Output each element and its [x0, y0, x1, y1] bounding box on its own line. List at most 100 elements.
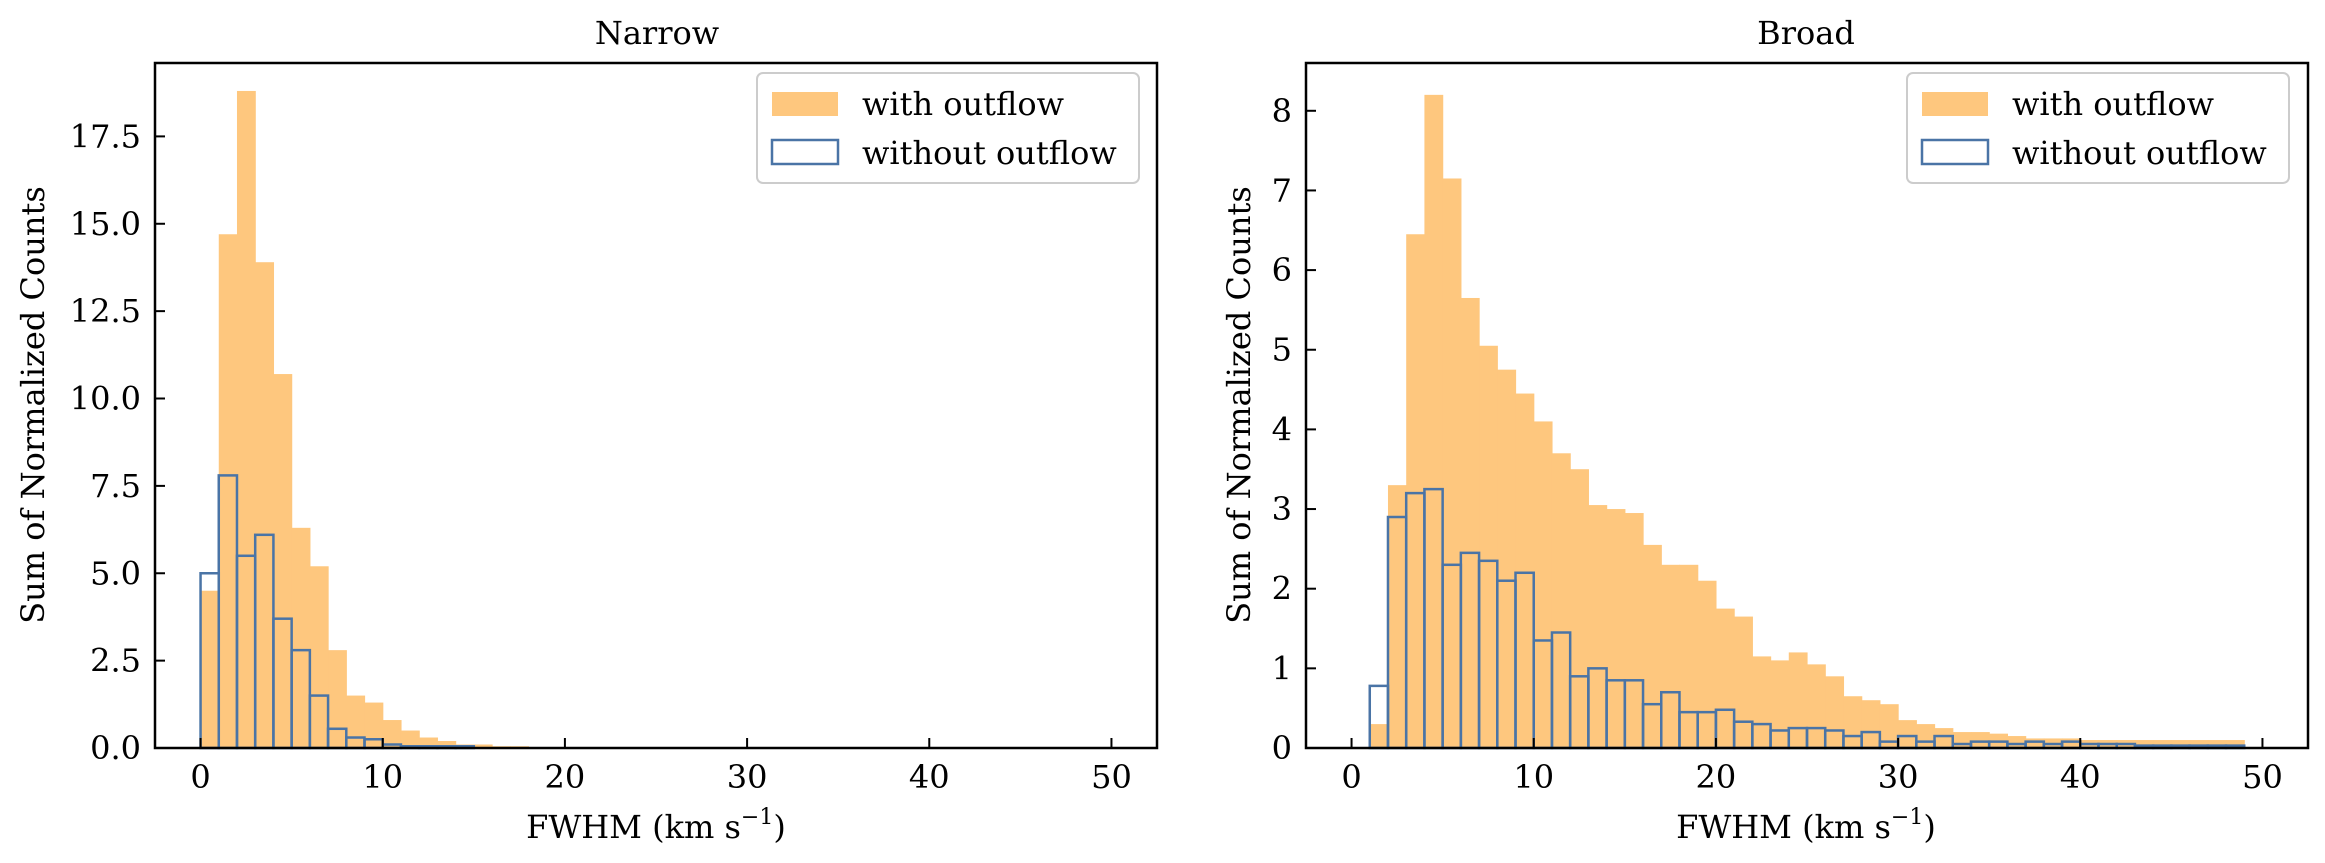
bar-with-outflow — [1843, 696, 1863, 748]
bar-with-outflow — [2134, 740, 2154, 748]
y-tick-label: 12.5 — [70, 292, 141, 330]
bar-with-outflow — [218, 234, 238, 748]
bar-with-outflow — [1606, 509, 1626, 748]
bar-with-outflow — [236, 90, 256, 748]
legend-label-without-outflow: without outflow — [2012, 134, 2267, 172]
y-tick-label: 15.0 — [70, 205, 141, 243]
x-axis-label: FWHM (km s−1) — [526, 805, 786, 846]
legend-label-with-outflow: with outflow — [862, 85, 1064, 123]
plot-frame — [153, 61, 1159, 750]
bar-with-outflow — [1387, 485, 1407, 748]
bar-with-outflow — [1788, 652, 1808, 748]
bar-with-outflow — [1643, 544, 1662, 748]
legend: with outflow without outflow — [756, 72, 1140, 184]
bar-with-outflow — [2207, 740, 2227, 748]
x-axis-label: FWHM (km s−1) — [1676, 805, 1936, 846]
x-tick-label: 30 — [1878, 758, 1919, 796]
legend-swatch-without-outflow — [1920, 138, 1990, 166]
x-tick-label: 10 — [1513, 758, 1554, 796]
bar-with-outflow — [1934, 728, 1954, 748]
y-tick-label: 4 — [1272, 410, 1292, 448]
legend-label-with-outflow: with outflow — [2012, 85, 2214, 123]
bar-with-outflow — [1479, 345, 1498, 748]
bar-with-outflow — [1825, 676, 1845, 748]
bar-with-outflow — [1679, 564, 1699, 748]
bar-with-outflow — [2007, 736, 2027, 748]
narrow-panel: Narrow 0 10 20 30 40 50 0.0 2.5 5.0 7.5 10.0 12.5 15… — [14, 14, 1159, 846]
ticks-layer: 0 10 20 30 40 50 0.0 2.5 5.0 7.5 10.0 12.5 15.0 17.5 — [70, 117, 1132, 796]
legend-frame — [756, 72, 1140, 184]
bar-with-outflow — [291, 527, 311, 748]
bar-with-outflow — [419, 737, 438, 748]
bar-with-outflow — [1734, 616, 1753, 748]
bar-with-outflow — [1497, 369, 1517, 748]
bar-with-outflow — [1916, 724, 1936, 748]
bar-with-outflow — [328, 650, 347, 748]
x-tick-label: 40 — [2060, 758, 2101, 796]
y-tick-label: 0 — [1272, 729, 1292, 767]
bar-with-outflow — [1624, 513, 1644, 748]
bar-with-outflow — [1697, 580, 1717, 748]
y-tick-label: 7.5 — [90, 467, 141, 505]
bar-with-outflow — [1715, 608, 1735, 748]
legend: with outflow without outflow — [1906, 72, 2290, 184]
x-tick-label: 0 — [190, 758, 210, 796]
bar-with-outflow — [2062, 738, 2081, 748]
x-tick-label: 50 — [2242, 758, 2283, 796]
y-tick-label: 0.0 — [90, 729, 141, 767]
y-tick-label: 5 — [1272, 331, 1292, 369]
bar-with-outflow — [2025, 738, 2045, 748]
bar-with-outflow — [2153, 740, 2172, 748]
x-tick-label: 30 — [727, 758, 768, 796]
y-tick-label: 5.0 — [90, 554, 141, 592]
bar-with-outflow — [382, 720, 402, 748]
bar-with-outflow — [2189, 740, 2209, 748]
bar-with-outflow — [1570, 469, 1589, 748]
bar-with-outflow — [1533, 421, 1553, 748]
bar-with-outflow — [400, 730, 420, 748]
bars-layer — [199, 90, 530, 750]
plot-frame — [1304, 61, 2310, 750]
bar-with-outflow — [309, 566, 329, 748]
bars-layer — [1368, 94, 2246, 750]
bar-with-outflow — [1460, 297, 1480, 748]
y-tick-label: 1 — [1272, 649, 1292, 687]
bar-with-outflow — [273, 374, 293, 748]
x-tick-label: 20 — [545, 758, 586, 796]
y-tick-label: 17.5 — [70, 117, 141, 155]
y-tick-label: 7 — [1272, 171, 1292, 209]
legend-label-without-outflow: without outflow — [862, 134, 1117, 172]
x-tick-label: 10 — [362, 758, 403, 796]
bar-with-outflow — [473, 744, 493, 748]
bar-with-outflow — [1424, 94, 1444, 749]
y-tick-label: 2.5 — [90, 642, 141, 680]
bar-with-outflow — [1952, 732, 1972, 748]
bar-with-outflow — [437, 741, 457, 748]
y-axis-label: Sum of Normalized Counts — [1220, 186, 1258, 623]
bar-with-outflow — [1861, 700, 1881, 748]
y-tick-label: 3 — [1272, 490, 1292, 528]
bar-with-outflow — [346, 695, 366, 748]
bar-with-outflow — [2226, 740, 2245, 748]
bar-with-outflow — [2171, 740, 2191, 748]
legend-frame — [1906, 72, 2290, 184]
bar-with-outflow — [1770, 660, 1790, 748]
ticks-layer: 0 10 20 30 40 50 0 1 2 3 4 5 6 7 8 — [1272, 92, 2283, 796]
x-tick-label: 0 — [1341, 758, 1361, 796]
bar-with-outflow — [255, 262, 275, 748]
bar-with-outflow — [1406, 234, 1426, 748]
chart-title: Broad — [1757, 14, 1855, 52]
y-tick-label: 6 — [1272, 251, 1292, 289]
bar-with-outflow — [1879, 704, 1899, 748]
bar-with-outflow — [1752, 656, 1772, 748]
bar-with-outflow — [1661, 564, 1681, 748]
bar-with-outflow — [1898, 720, 1917, 748]
legend-swatch-with-outflow — [1922, 92, 1988, 116]
bar-with-outflow — [364, 702, 384, 748]
bar-with-outflow — [1807, 664, 1826, 748]
bar-with-outflow — [1588, 505, 1608, 748]
x-tick-label: 40 — [909, 758, 950, 796]
bar-with-outflow — [200, 590, 220, 748]
bar-with-outflow — [1551, 453, 1571, 748]
legend-swatch-with-outflow — [772, 92, 838, 116]
